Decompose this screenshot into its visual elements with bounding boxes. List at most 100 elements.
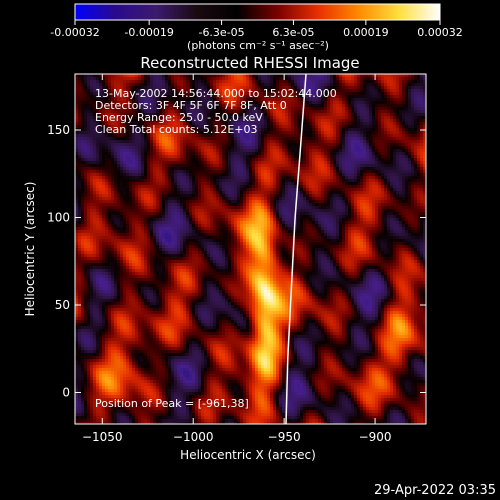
heat-cell: [84, 338, 87, 341]
heat-cell: [84, 200, 87, 203]
heat-cell: [183, 155, 186, 158]
heat-cell: [129, 353, 132, 356]
heat-cell: [192, 308, 195, 311]
heat-cell: [84, 155, 87, 158]
heat-cell: [156, 341, 159, 344]
heat-cell: [78, 143, 81, 146]
heat-cell: [90, 317, 93, 320]
heat-cell: [129, 404, 132, 407]
heat-cell: [99, 335, 102, 338]
heat-cell: [192, 218, 195, 221]
heat-cell: [159, 179, 162, 182]
heat-cell: [96, 98, 99, 101]
heat-cell: [132, 155, 135, 158]
heat-cell: [159, 209, 162, 212]
heat-cell: [141, 254, 144, 257]
colorbar-tick-label: -0.00032: [50, 26, 99, 39]
heat-cell: [114, 293, 117, 296]
heat-cell: [102, 335, 105, 338]
heat-cell: [78, 362, 81, 365]
heat-cell: [108, 227, 111, 230]
heat-cell: [189, 356, 192, 359]
heat-cell: [111, 263, 114, 266]
heat-cell: [180, 353, 183, 356]
heat-cell: [201, 212, 204, 215]
heat-cell: [192, 188, 195, 191]
heat-cell: [117, 299, 120, 302]
heat-cell: [105, 269, 108, 272]
heat-cell: [93, 170, 96, 173]
heat-cell: [141, 101, 144, 104]
heat-cell: [117, 128, 120, 131]
heat-cell: [171, 287, 174, 290]
heat-cell: [180, 221, 183, 224]
heat-cell: [87, 80, 90, 83]
heat-cell: [129, 308, 132, 311]
heat-cell: [123, 341, 126, 344]
heat-cell: [162, 290, 165, 293]
heat-cell: [90, 347, 93, 350]
heat-cell: [147, 263, 150, 266]
heat-cell: [198, 386, 201, 389]
heat-cell: [132, 380, 135, 383]
heat-cell: [114, 200, 117, 203]
heat-cell: [78, 83, 81, 86]
heat-cell: [162, 83, 165, 86]
heat-cell: [75, 89, 78, 92]
heat-cell: [144, 350, 147, 353]
heat-cell: [162, 416, 165, 419]
heat-cell: [150, 350, 153, 353]
heat-cell: [147, 371, 150, 374]
heat-cell: [174, 176, 177, 179]
heat-cell: [168, 98, 171, 101]
heat-cell: [162, 350, 165, 353]
heat-cell: [177, 95, 180, 98]
heat-cell: [177, 410, 180, 413]
heat-cell: [87, 275, 90, 278]
colorbar-unit-label: (photons cm⁻² s⁻¹ asec⁻²): [187, 39, 329, 52]
heat-cell: [108, 248, 111, 251]
heat-cell: [150, 386, 153, 389]
heat-cell: [168, 86, 171, 89]
heat-cell: [114, 191, 117, 194]
heat-cell: [177, 299, 180, 302]
heat-cell: [84, 317, 87, 320]
heat-cell: [99, 257, 102, 260]
heat-cell: [75, 260, 78, 263]
heat-cell: [141, 176, 144, 179]
heat-cell: [135, 209, 138, 212]
heat-cell: [75, 290, 78, 293]
heat-cell: [153, 89, 156, 92]
heat-cell: [111, 134, 114, 137]
heat-cell: [120, 113, 123, 116]
heat-cell: [87, 107, 90, 110]
heat-cell: [126, 200, 129, 203]
heat-cell: [135, 254, 138, 257]
heat-cell: [126, 392, 129, 395]
heat-cell: [147, 107, 150, 110]
heat-cell: [78, 392, 81, 395]
heat-cell: [189, 293, 192, 296]
heat-cell: [165, 197, 168, 200]
heat-cell: [90, 227, 93, 230]
heat-cell: [78, 149, 81, 152]
heat-cell: [168, 362, 171, 365]
heat-cell: [132, 359, 135, 362]
heat-cell: [177, 221, 180, 224]
heat-cell: [75, 239, 78, 242]
heat-cell: [138, 347, 141, 350]
heat-cell: [84, 221, 87, 224]
heat-cell: [120, 140, 123, 143]
heat-cell: [90, 353, 93, 356]
heat-cell: [156, 248, 159, 251]
heat-cell: [201, 77, 204, 80]
heat-cell: [81, 326, 84, 329]
heat-cell: [96, 266, 99, 269]
heat-cell: [141, 242, 144, 245]
heat-cell: [96, 230, 99, 233]
heat-cell: [156, 83, 159, 86]
heat-cell: [165, 332, 168, 335]
heat-cell: [105, 398, 108, 401]
heat-cell: [150, 419, 153, 422]
heat-cell: [99, 161, 102, 164]
